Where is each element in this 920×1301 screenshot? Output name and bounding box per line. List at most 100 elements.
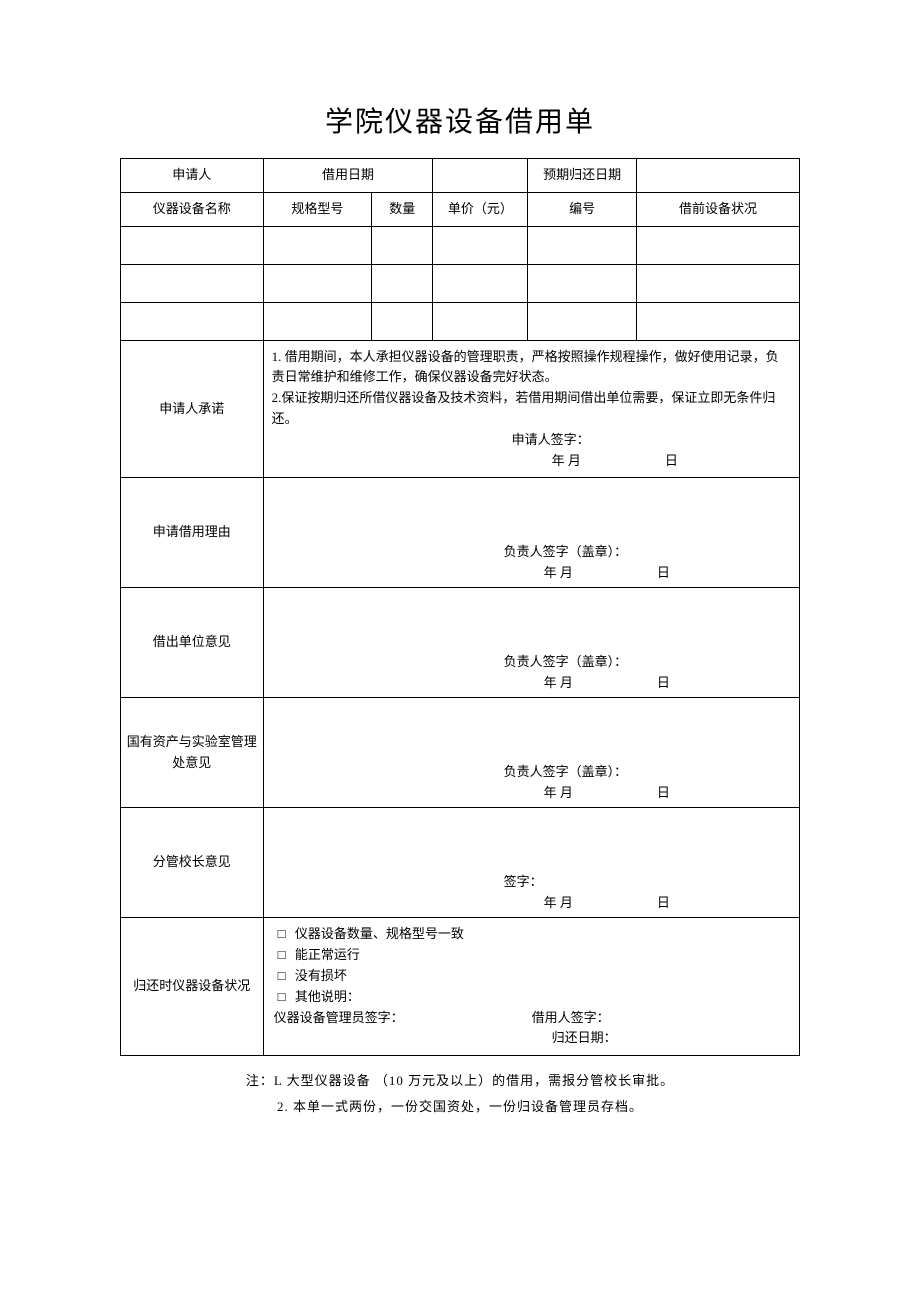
cell-condition <box>636 226 799 264</box>
asset-date-row: 年 月 日 <box>264 783 799 804</box>
reason-sign-label: 负责人签字（盖章）： <box>504 542 628 563</box>
vp-day: 日 <box>657 895 670 910</box>
return-cell: □ 仪器设备数量、规格型号一致 □ 能正常运行 □ 没有损坏 □ 其他说明： 仪… <box>263 918 799 1056</box>
expect-return-label: 预期归还日期 <box>528 159 637 193</box>
reason-row: 申请借用理由 负责人签字（盖章）： 年 月 日 <box>121 478 800 588</box>
return-label: 归还时仪器设备状况 <box>121 918 264 1056</box>
table-row <box>121 302 800 340</box>
asset-label: 国有资产与实验室管理处意见 <box>121 698 264 808</box>
cell-name <box>121 264 264 302</box>
table-row <box>121 264 800 302</box>
page-title: 学院仪器设备借用单 <box>120 100 800 140</box>
check2-text: 能正常运行 <box>295 947 360 962</box>
asset-cell: 负责人签字（盖章）： 年 月 日 <box>263 698 799 808</box>
promise-ym: 年 月 <box>552 451 662 472</box>
reason-date-row: 年 月 日 <box>264 563 799 584</box>
lender-sign-label: 负责人签字（盖章）： <box>504 652 628 673</box>
applicant-label: 申请人 <box>121 159 264 193</box>
header-row: 仪器设备名称 规格型号 数量 单价（元） 编号 借前设备状况 <box>121 192 800 226</box>
vp-row: 分管校长意见 签字： 年 月 日 <box>121 808 800 918</box>
vp-sign-row: 签字： <box>264 872 799 893</box>
header-serial: 编号 <box>528 192 637 226</box>
reason-day: 日 <box>657 565 670 580</box>
asset-day: 日 <box>657 785 670 800</box>
form-table: 申请人 借用日期 预期归还日期 仪器设备名称 规格型号 数量 单价（元） 编号 … <box>120 158 800 1056</box>
lender-label: 借出单位意见 <box>121 588 264 698</box>
check-line-4: □ 其他说明： <box>272 987 791 1008</box>
promise-sign-row: 申请人签字： <box>272 430 791 451</box>
cell-price <box>433 226 528 264</box>
lender-sign-row: 负责人签字（盖章）： <box>264 652 799 673</box>
note-line2: 2. 本单一式两份，一份交国资处，一份归设备管理员存档。 <box>120 1094 800 1120</box>
cell-name <box>121 226 264 264</box>
lender-ym: 年 月 <box>544 673 654 694</box>
checkbox-icon: □ <box>278 987 292 1008</box>
borrow-date-value <box>433 159 528 193</box>
promise-date-row: 年 月 日 <box>272 451 791 472</box>
expect-return-value <box>636 159 799 193</box>
check3-text: 没有损坏 <box>295 968 347 983</box>
checkbox-icon: □ <box>278 966 292 987</box>
check-line-2: □ 能正常运行 <box>272 945 791 966</box>
borrow-date-label: 借用日期 <box>263 159 433 193</box>
lender-date-row: 年 月 日 <box>264 673 799 694</box>
reason-ym: 年 月 <box>544 563 654 584</box>
note1a: 注：L 大型仪器设备 <box>246 1073 371 1088</box>
header-name: 仪器设备名称 <box>121 192 264 226</box>
checkbox-icon: □ <box>278 924 292 945</box>
check-line-1: □ 仪器设备数量、规格型号一致 <box>272 924 791 945</box>
check-line-3: □ 没有损坏 <box>272 966 791 987</box>
lender-row: 借出单位意见 负责人签字（盖章）： 年 月 日 <box>121 588 800 698</box>
reason-cell: 负责人签字（盖章）： 年 月 日 <box>263 478 799 588</box>
asset-row: 国有资产与实验室管理处意见 负责人签字（盖章）： 年 月 日 <box>121 698 800 808</box>
borrower-sign-label: 借用人签字： <box>532 1008 610 1029</box>
promise-row: 申请人承诺 1. 借用期间，本人承担仪器设备的管理职责，严格按照操作规程操作，做… <box>121 340 800 478</box>
check1-text: 仪器设备数量、规格型号一致 <box>295 926 464 941</box>
promise-line2: 2.保证按期归还所借仪器设备及技术资料，若借用期间借出单位需要，保证立即无条件归… <box>272 388 791 430</box>
note1b: （10 万元及以上）的借用，需报分管校长审批。 <box>375 1073 674 1088</box>
header-spec: 规格型号 <box>263 192 372 226</box>
meta-row: 申请人 借用日期 预期归还日期 <box>121 159 800 193</box>
table-row <box>121 226 800 264</box>
reason-label: 申请借用理由 <box>121 478 264 588</box>
cell-qty <box>372 264 433 302</box>
vp-ym: 年 月 <box>544 893 654 914</box>
note-line1: 注：L 大型仪器设备 （10 万元及以上）的借用，需报分管校长审批。 <box>120 1068 800 1094</box>
lender-day: 日 <box>657 675 670 690</box>
vp-cell: 签字： 年 月 日 <box>263 808 799 918</box>
vp-label: 分管校长意见 <box>121 808 264 918</box>
cell-qty <box>372 302 433 340</box>
header-price: 单价（元） <box>433 192 528 226</box>
return-date-label: 归还日期： <box>552 1030 617 1045</box>
asset-ym: 年 月 <box>544 783 654 804</box>
reason-sign-row: 负责人签字（盖章）： <box>264 542 799 563</box>
cell-name <box>121 302 264 340</box>
promise-label: 申请人承诺 <box>121 340 264 478</box>
promise-cell: 1. 借用期间，本人承担仪器设备的管理职责，严格按照操作规程操作，做好使用记录，… <box>263 340 799 478</box>
return-row: 归还时仪器设备状况 □ 仪器设备数量、规格型号一致 □ 能正常运行 □ 没有损坏… <box>121 918 800 1056</box>
promise-line1: 1. 借用期间，本人承担仪器设备的管理职责，严格按照操作规程操作，做好使用记录，… <box>272 347 791 389</box>
header-condition: 借前设备状况 <box>636 192 799 226</box>
cell-spec <box>263 264 372 302</box>
cell-price <box>433 264 528 302</box>
cell-serial <box>528 226 637 264</box>
asset-sign-label: 负责人签字（盖章）： <box>504 762 628 783</box>
notes: 注：L 大型仪器设备 （10 万元及以上）的借用，需报分管校长审批。 2. 本单… <box>120 1068 800 1120</box>
cell-condition <box>636 264 799 302</box>
header-qty: 数量 <box>372 192 433 226</box>
return-sign-row: 仪器设备管理员签字： 借用人签字： <box>272 1008 791 1029</box>
cell-price <box>433 302 528 340</box>
asset-sign-row: 负责人签字（盖章）： <box>264 762 799 783</box>
lender-cell: 负责人签字（盖章）： 年 月 日 <box>263 588 799 698</box>
promise-day: 日 <box>665 453 678 468</box>
vp-sign-label: 签字： <box>504 872 543 893</box>
checkbox-icon: □ <box>278 945 292 966</box>
check4-text: 其他说明： <box>295 989 360 1004</box>
return-date-row: 归还日期： <box>272 1028 791 1049</box>
cell-spec <box>263 226 372 264</box>
cell-serial <box>528 264 637 302</box>
cell-qty <box>372 226 433 264</box>
vp-date-row: 年 月 日 <box>264 893 799 914</box>
mgr-sign-label: 仪器设备管理员签字： <box>272 1008 532 1029</box>
cell-serial <box>528 302 637 340</box>
